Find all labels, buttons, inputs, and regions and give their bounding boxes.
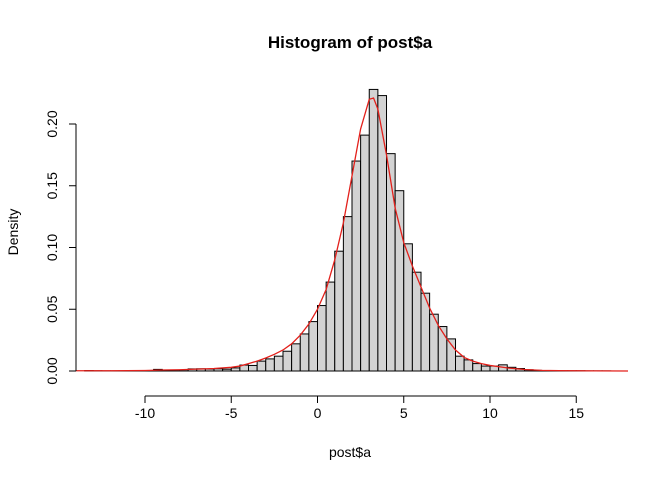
histogram-bars — [84, 88, 612, 372]
histogram-bar — [446, 338, 457, 372]
x-tick-label: -10 — [135, 405, 155, 421]
y-axis: 0.00 0.05 0.10 0.15 0.20 — [44, 110, 77, 385]
x-tick-label: 15 — [568, 405, 584, 421]
histogram-bar — [325, 281, 336, 372]
histogram-bar — [213, 368, 224, 372]
histogram-bar — [222, 368, 232, 372]
x-tick-label: 0 — [314, 405, 322, 421]
histogram-bar — [472, 363, 482, 372]
histogram-bar — [480, 365, 491, 372]
x-tick-label: 10 — [482, 405, 498, 421]
histogram-bar — [351, 160, 362, 372]
histogram-bar — [291, 343, 301, 372]
histogram-bar — [463, 359, 474, 372]
histogram-bar — [265, 358, 275, 372]
histogram-bar — [360, 134, 370, 372]
y-tick-label: 0.20 — [44, 110, 60, 137]
x-axis-label: post$a — [329, 444, 371, 460]
density-curve — [76, 97, 629, 372]
y-tick-label: 0.10 — [44, 234, 60, 261]
histogram-bar — [342, 216, 353, 372]
histogram-bar — [394, 190, 405, 372]
y-tick-label: 0.15 — [44, 172, 60, 199]
x-axis: -10 -5 0 5 10 15 — [135, 395, 584, 421]
histogram-bar — [368, 88, 379, 372]
histogram-bar — [299, 333, 310, 372]
histogram-bar — [248, 364, 258, 372]
y-tick-label: 0.05 — [44, 295, 60, 322]
x-tick-label: -5 — [225, 405, 238, 421]
x-tick-label: 5 — [400, 405, 408, 421]
histogram-bar — [273, 355, 284, 372]
histogram-bar — [230, 367, 241, 372]
histogram-bar — [377, 95, 388, 372]
histogram-bar — [256, 360, 267, 372]
histogram-bar — [317, 305, 327, 372]
histogram-bar — [282, 350, 293, 372]
histogram-bar — [411, 271, 422, 372]
histogram-bar — [386, 153, 396, 372]
y-axis-label: Density — [5, 209, 21, 256]
histogram-bar — [334, 250, 344, 372]
histogram-bar — [308, 321, 319, 372]
histogram-bar — [455, 355, 465, 372]
y-tick-label: 0.00 — [44, 357, 60, 384]
chart-title: Histogram of post$a — [268, 33, 433, 52]
